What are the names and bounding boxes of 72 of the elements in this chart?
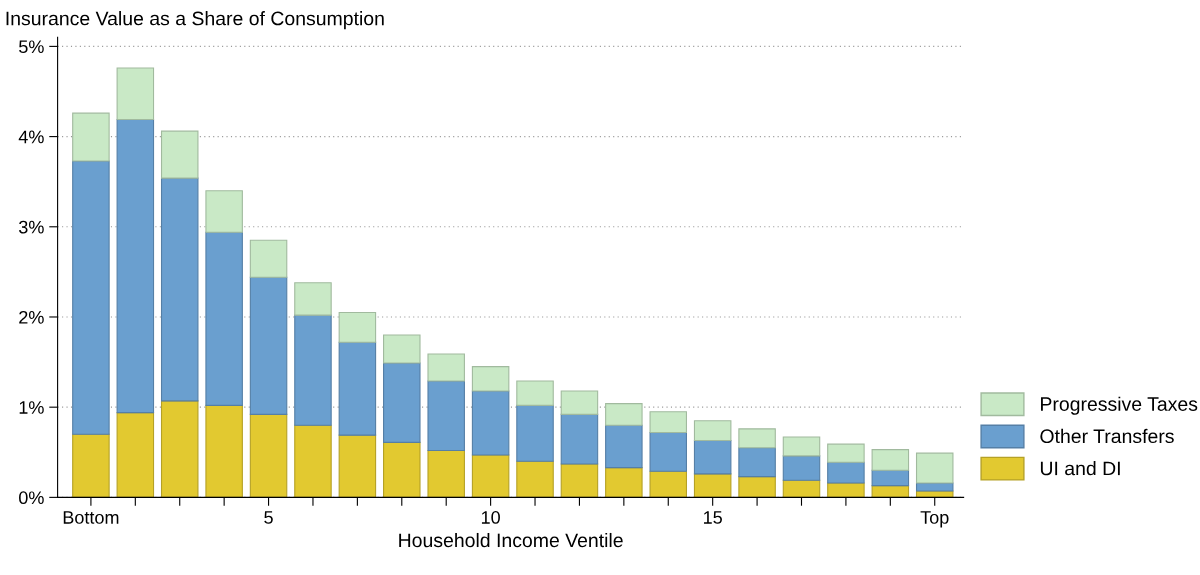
y-tick-label: 1% <box>19 401 44 414</box>
x-axis-title: Household Income Ventile <box>399 532 623 548</box>
bar <box>871 485 910 498</box>
bar <box>738 428 776 449</box>
bar <box>605 424 643 469</box>
y-tick-label: 5% <box>19 40 44 54</box>
x-tick-label: Top <box>920 511 949 528</box>
bar <box>738 447 776 478</box>
bar <box>516 380 554 406</box>
bar <box>693 473 732 498</box>
bar <box>871 449 910 471</box>
bar <box>782 436 821 457</box>
bar <box>605 403 643 426</box>
bar <box>649 470 688 498</box>
bar <box>693 439 732 475</box>
bar <box>116 412 155 498</box>
bar <box>383 441 421 498</box>
bar <box>871 469 910 487</box>
x-tick-label: Bottom <box>63 511 119 524</box>
bar <box>471 454 510 498</box>
chart-title: Insurance Value as a Share of Consumption <box>6 11 384 30</box>
legend-label: Progressive Taxes <box>1041 396 1198 415</box>
y-tick-label: 2% <box>19 310 44 324</box>
bar <box>205 190 243 233</box>
bar <box>383 334 421 364</box>
bar <box>427 449 465 498</box>
bar <box>383 362 421 443</box>
bar <box>782 455 821 481</box>
x-tick-label: 5 <box>264 511 273 524</box>
bar <box>471 390 510 456</box>
bar <box>560 463 599 498</box>
bar <box>249 276 288 415</box>
bar <box>249 413 288 498</box>
bar <box>294 314 332 426</box>
x-tick-label: 15 <box>704 511 722 524</box>
bar <box>116 67 155 121</box>
bar <box>427 380 465 452</box>
bar <box>338 434 377 498</box>
bar <box>338 341 377 436</box>
legend-label: UI and DI <box>1040 461 1120 476</box>
bar <box>294 282 332 316</box>
bar <box>560 390 599 415</box>
bar <box>693 420 732 442</box>
bar <box>205 231 243 406</box>
bar <box>294 424 332 498</box>
bar <box>160 130 199 179</box>
bar <box>116 118 155 414</box>
bar <box>427 353 465 382</box>
bar <box>160 177 199 402</box>
bar <box>205 404 243 498</box>
bar <box>160 400 199 498</box>
bar <box>827 443 865 463</box>
bar <box>249 239 288 278</box>
bar <box>72 160 110 435</box>
y-tick-label: 4% <box>18 130 44 144</box>
y-tick-label: 0% <box>19 491 44 505</box>
bar <box>72 433 110 498</box>
bar <box>560 413 599 465</box>
bar <box>516 460 554 498</box>
bar <box>72 112 110 162</box>
legend-label: Other Transfers <box>1040 428 1174 444</box>
bar <box>471 366 510 392</box>
bar <box>915 452 954 484</box>
bar <box>338 311 377 343</box>
bar <box>605 467 643 498</box>
bar <box>649 411 688 433</box>
bar <box>649 431 688 472</box>
x-tick-label: 10 <box>481 511 500 524</box>
bar <box>738 476 776 498</box>
bar <box>827 461 865 484</box>
y-tick-label: 3% <box>19 220 44 234</box>
bar <box>516 404 554 462</box>
